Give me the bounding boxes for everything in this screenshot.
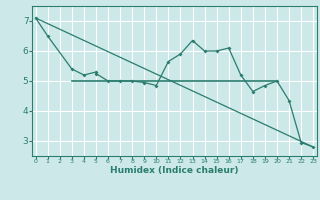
X-axis label: Humidex (Indice chaleur): Humidex (Indice chaleur) <box>110 166 239 175</box>
